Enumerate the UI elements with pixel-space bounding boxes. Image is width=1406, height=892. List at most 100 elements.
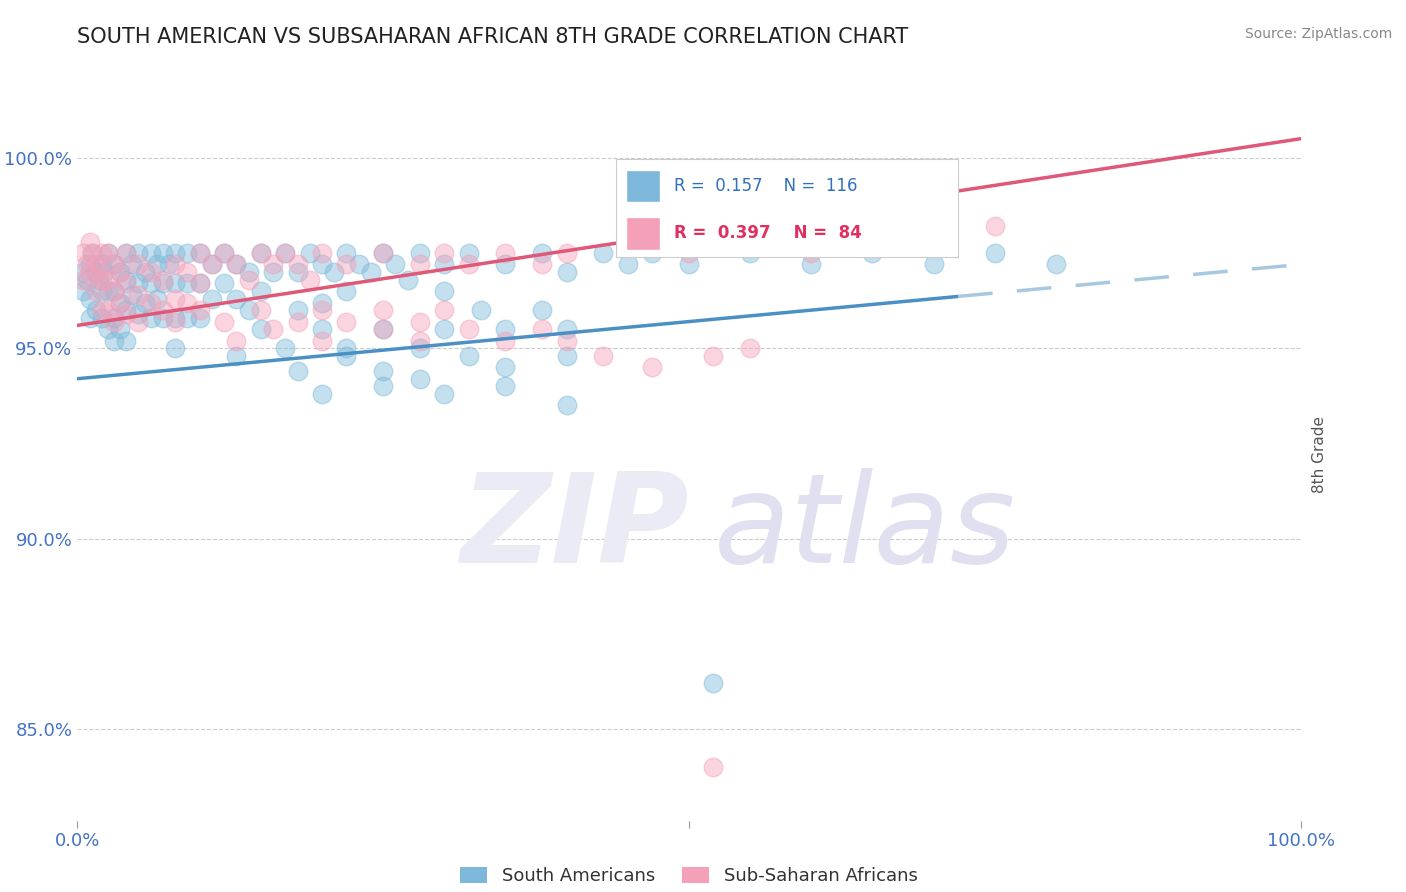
Point: [115, 307, 138, 321]
Point: [371, 322, 394, 336]
Point: [225, 292, 247, 306]
Point: [592, 349, 614, 363]
Point: [287, 265, 309, 279]
Point: [740, 246, 762, 260]
Point: [72, 284, 94, 298]
Point: [250, 284, 273, 298]
Point: [409, 257, 432, 271]
Point: [139, 246, 162, 260]
Point: [311, 334, 333, 348]
Point: [79, 265, 101, 279]
Point: [128, 307, 150, 321]
Point: [371, 379, 394, 393]
Point: [90, 273, 112, 287]
Point: [115, 246, 138, 260]
Point: [121, 257, 143, 271]
Point: [165, 292, 187, 306]
Point: [108, 322, 131, 336]
Point: [89, 273, 111, 287]
Text: R =  0.397    N =  84: R = 0.397 N = 84: [673, 224, 862, 243]
Point: [84, 257, 107, 271]
Point: [72, 246, 94, 260]
Point: [617, 235, 640, 249]
Point: [97, 246, 120, 260]
Point: [457, 246, 479, 260]
Point: [457, 349, 479, 363]
Point: [470, 303, 492, 318]
Point: [287, 257, 309, 271]
Point: [188, 246, 211, 260]
Point: [433, 387, 456, 401]
Point: [90, 284, 112, 298]
Point: [128, 315, 150, 329]
Point: [134, 265, 156, 279]
Point: [176, 310, 198, 325]
Point: [225, 257, 247, 271]
Point: [311, 246, 333, 260]
Point: [115, 303, 138, 318]
Point: [176, 246, 198, 260]
Point: [165, 341, 187, 355]
Point: [702, 760, 724, 774]
Point: [409, 246, 432, 260]
Point: [371, 303, 394, 318]
FancyBboxPatch shape: [626, 169, 659, 202]
Point: [152, 246, 174, 260]
Point: [146, 292, 169, 306]
Point: [108, 265, 131, 279]
Point: [311, 257, 333, 271]
Point: [555, 246, 578, 260]
Point: [201, 292, 224, 306]
Point: [274, 341, 297, 355]
Point: [287, 364, 309, 378]
Point: [311, 303, 333, 318]
Point: [678, 257, 700, 271]
Point: [1045, 257, 1067, 271]
Legend: South Americans, Sub-Saharan Africans: South Americans, Sub-Saharan Africans: [453, 859, 925, 892]
Point: [495, 379, 517, 393]
Point: [157, 257, 180, 271]
Point: [274, 246, 297, 260]
Point: [335, 315, 357, 329]
Point: [262, 265, 284, 279]
Point: [139, 295, 162, 310]
Point: [298, 246, 321, 260]
Point: [176, 295, 198, 310]
Point: [409, 341, 432, 355]
Point: [984, 246, 1007, 260]
Point: [800, 257, 823, 271]
Point: [238, 265, 260, 279]
Point: [139, 310, 162, 325]
Point: [79, 235, 101, 249]
Point: [592, 246, 614, 260]
Point: [495, 257, 517, 271]
Point: [165, 246, 187, 260]
Point: [555, 349, 578, 363]
Point: [238, 303, 260, 318]
Point: [115, 277, 138, 291]
Point: [531, 246, 554, 260]
Point: [409, 334, 432, 348]
Point: [335, 257, 357, 271]
Point: [84, 265, 107, 279]
Point: [396, 273, 419, 287]
Point: [103, 334, 125, 348]
Point: [225, 349, 247, 363]
Point: [165, 257, 187, 271]
Point: [311, 322, 333, 336]
Point: [555, 334, 578, 348]
Point: [89, 265, 111, 279]
Point: [108, 295, 131, 310]
Y-axis label: 8th Grade: 8th Grade: [1312, 417, 1327, 493]
Point: [93, 265, 115, 279]
Point: [165, 310, 187, 325]
Point: [115, 246, 138, 260]
Point: [740, 235, 762, 249]
Point: [311, 295, 333, 310]
Point: [134, 295, 156, 310]
Point: [371, 246, 394, 260]
Point: [79, 257, 101, 271]
Point: [139, 277, 162, 291]
Point: [97, 273, 120, 287]
Point: [97, 303, 120, 318]
